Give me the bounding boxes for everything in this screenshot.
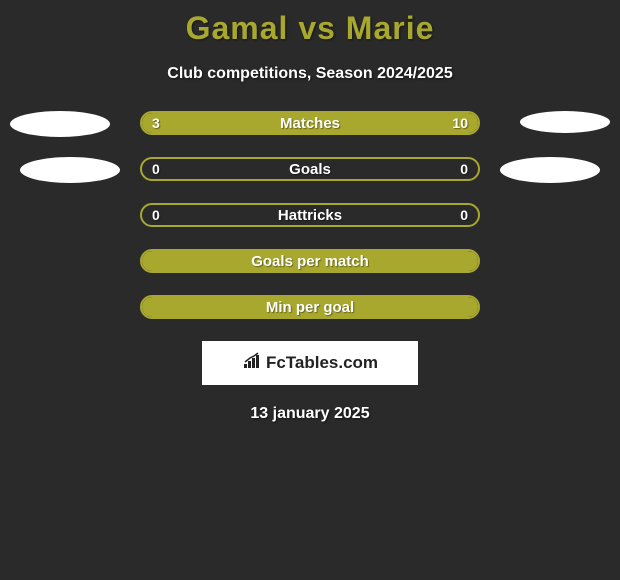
subtitle: Club competitions, Season 2024/2025 xyxy=(0,65,620,83)
brand-label: FcTables.com xyxy=(242,352,378,375)
stat-label: Matches xyxy=(280,115,340,132)
stat-row: 3 Matches 10 xyxy=(0,111,620,135)
brand-box[interactable]: FcTables.com xyxy=(202,341,418,385)
stat-label: Min per goal xyxy=(266,299,354,316)
comparison-widget: Gamal vs Marie Club competitions, Season… xyxy=(0,0,620,423)
stat-row: 0 Goals 0 xyxy=(0,157,620,181)
chart-icon xyxy=(242,352,264,375)
stat-row: Goals per match xyxy=(0,249,620,273)
stat-value-left: 3 xyxy=(152,115,160,131)
stat-rows: 3 Matches 10 0 Goals 0 0 Hattricks 0 Goa… xyxy=(0,111,620,319)
stat-value-right: 10 xyxy=(452,115,468,131)
stat-row: 0 Hattricks 0 xyxy=(0,203,620,227)
stat-value-left: 0 xyxy=(152,207,160,223)
stat-label: Goals xyxy=(289,161,331,178)
stat-pill-hattricks: 0 Hattricks 0 xyxy=(140,203,480,227)
stat-value-right: 0 xyxy=(460,207,468,223)
stat-pill-goals: 0 Goals 0 xyxy=(140,157,480,181)
stat-pill-goals-per-match: Goals per match xyxy=(140,249,480,273)
page-title: Gamal vs Marie xyxy=(0,10,620,47)
date-label: 13 january 2025 xyxy=(0,405,620,423)
stat-label: Goals per match xyxy=(251,253,369,270)
stat-label: Hattricks xyxy=(278,207,342,224)
stat-value-right: 0 xyxy=(460,161,468,177)
brand-text: FcTables.com xyxy=(266,353,378,373)
stat-fill-right xyxy=(219,113,478,133)
stat-pill-min-per-goal: Min per goal xyxy=(140,295,480,319)
stat-row: Min per goal xyxy=(0,295,620,319)
stat-pill-matches: 3 Matches 10 xyxy=(140,111,480,135)
stat-value-left: 0 xyxy=(152,161,160,177)
